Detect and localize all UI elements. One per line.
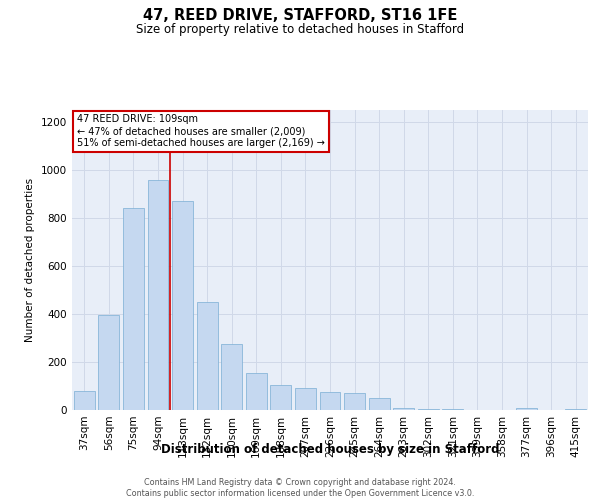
Bar [148,180,169,410]
Text: Distribution of detached houses by size in Stafford: Distribution of detached houses by size … [161,442,499,456]
Text: 47 REED DRIVE: 109sqm
← 47% of detached houses are smaller (2,009)
51% of semi-d: 47 REED DRIVE: 109sqm ← 47% of detached … [77,114,325,148]
Bar [246,373,267,410]
Bar [197,302,218,410]
Bar [393,408,414,410]
Bar [565,409,586,410]
Bar [74,391,95,410]
Bar [516,408,537,410]
Bar [271,385,292,410]
Bar [442,409,463,410]
Bar [295,388,316,410]
Bar [344,393,365,410]
Bar [368,398,389,410]
Bar [172,201,193,410]
Bar [320,392,340,410]
Bar [98,315,119,410]
Text: 47, REED DRIVE, STAFFORD, ST16 1FE: 47, REED DRIVE, STAFFORD, ST16 1FE [143,8,457,22]
Bar [221,344,242,410]
Bar [418,409,439,410]
Text: Size of property relative to detached houses in Stafford: Size of property relative to detached ho… [136,24,464,36]
Text: Contains HM Land Registry data © Crown copyright and database right 2024.
Contai: Contains HM Land Registry data © Crown c… [126,478,474,498]
Y-axis label: Number of detached properties: Number of detached properties [25,178,35,342]
Bar [123,208,144,410]
